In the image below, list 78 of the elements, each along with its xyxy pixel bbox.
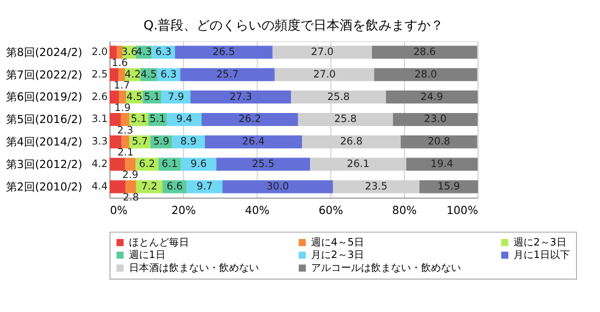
data-label: 26.5 — [212, 46, 236, 58]
data-label: 8.9 — [180, 136, 197, 148]
data-label: 2.0 — [92, 46, 108, 58]
data-label: 2.9 — [122, 170, 138, 182]
data-label: 2.1 — [117, 148, 134, 159]
data-label: 7.2 — [141, 181, 158, 192]
y-tick-label: 第2回(2010/2) — [6, 180, 82, 194]
data-label: 23.0 — [424, 114, 447, 126]
data-label: 2.3 — [117, 125, 134, 136]
x-tick-label: 40% — [244, 204, 270, 217]
legend-label: ほとんど毎日 — [128, 236, 189, 248]
data-label: 26.4 — [242, 136, 265, 148]
data-label: 4.5 — [126, 92, 142, 103]
data-label: 23.5 — [364, 181, 388, 192]
x-tick-label: 80% — [392, 204, 417, 217]
y-tick-label: 第5回(2016/2) — [6, 113, 82, 126]
data-label: 9.7 — [196, 181, 213, 192]
data-label: 3.3 — [92, 136, 108, 148]
x-tick-label: 0% — [110, 204, 128, 217]
legend-label: 週に2～3日 — [513, 237, 566, 248]
y-tick-label: 第8回(2024/2) — [6, 46, 82, 59]
legend-label: アルコールは飲まない・飲めない — [311, 262, 462, 274]
data-label: 26.2 — [238, 114, 262, 126]
data-label: 28.0 — [414, 69, 437, 80]
data-label: 24.9 — [420, 92, 444, 103]
data-label: 25.5 — [252, 159, 274, 170]
data-label: 4.4 — [92, 181, 108, 192]
data-label: 5.7 — [132, 136, 148, 148]
data-label: 2.6 — [92, 92, 108, 103]
y-tick-label: 第4回(2014/2) — [6, 136, 82, 149]
data-label: 7.9 — [168, 92, 184, 103]
data-label: 27.0 — [313, 69, 336, 80]
legend-label: 週に1日 — [128, 250, 166, 261]
data-label: 9.4 — [176, 114, 192, 126]
data-label: 5.1 — [150, 114, 166, 126]
legend-label: 週に4～5日 — [311, 237, 364, 248]
data-label: 5.9 — [153, 136, 170, 148]
data-label: 15.9 — [437, 181, 460, 192]
data-label: 6.3 — [155, 46, 172, 58]
data-label: 20.8 — [428, 136, 450, 148]
data-label: 4.2 — [92, 159, 108, 170]
data-label: 1.7 — [114, 80, 130, 92]
legend-label: 月に1日以下 — [513, 248, 570, 261]
data-label: 6.3 — [160, 69, 177, 80]
data-label: 26.8 — [340, 136, 363, 148]
data-label: 3.1 — [92, 114, 108, 126]
data-label: 1.9 — [114, 102, 131, 114]
data-label: 9.6 — [190, 159, 207, 170]
legend-label: 月に2～3日 — [311, 250, 364, 261]
legend-label: 日本酒は飲まない・飲めない — [128, 262, 259, 274]
data-label: 3.6 — [121, 46, 138, 58]
data-label: 5.1 — [130, 114, 147, 126]
x-tick-label: 20% — [171, 204, 196, 217]
chart-title: Q.普段、どのくらいの頻度で日本酒を飲みますか？ — [143, 17, 444, 34]
data-label: 6.1 — [162, 159, 178, 170]
x-tick-label: 60% — [318, 204, 344, 217]
data-label: 6.6 — [166, 181, 183, 192]
data-label: 27.3 — [229, 92, 252, 103]
data-label: 30.0 — [266, 181, 289, 192]
data-label: 25.8 — [334, 114, 357, 126]
data-label: 28.6 — [413, 46, 436, 58]
x-tick-label: 100% — [446, 204, 478, 217]
y-tick-label: 第7回(2022/2) — [6, 68, 82, 82]
data-label: 4.5 — [140, 69, 157, 80]
data-label: 25.8 — [327, 92, 350, 103]
data-label: 25.7 — [216, 69, 239, 80]
data-label: 4.3 — [136, 46, 152, 58]
data-label: 5.1 — [144, 92, 160, 103]
data-label: 1.6 — [112, 58, 128, 70]
y-tick-label: 第6回(2019/2) — [6, 90, 82, 104]
data-label: 4.2 — [124, 69, 141, 80]
data-label: 2.8 — [122, 192, 139, 204]
data-label: 27.0 — [311, 46, 334, 58]
data-label: 19.4 — [430, 159, 454, 170]
data-label: 6.2 — [139, 159, 156, 170]
data-label: 26.1 — [346, 159, 370, 170]
y-tick-label: 第3回(2012/2) — [6, 158, 82, 171]
data-label: 2.5 — [92, 69, 108, 80]
